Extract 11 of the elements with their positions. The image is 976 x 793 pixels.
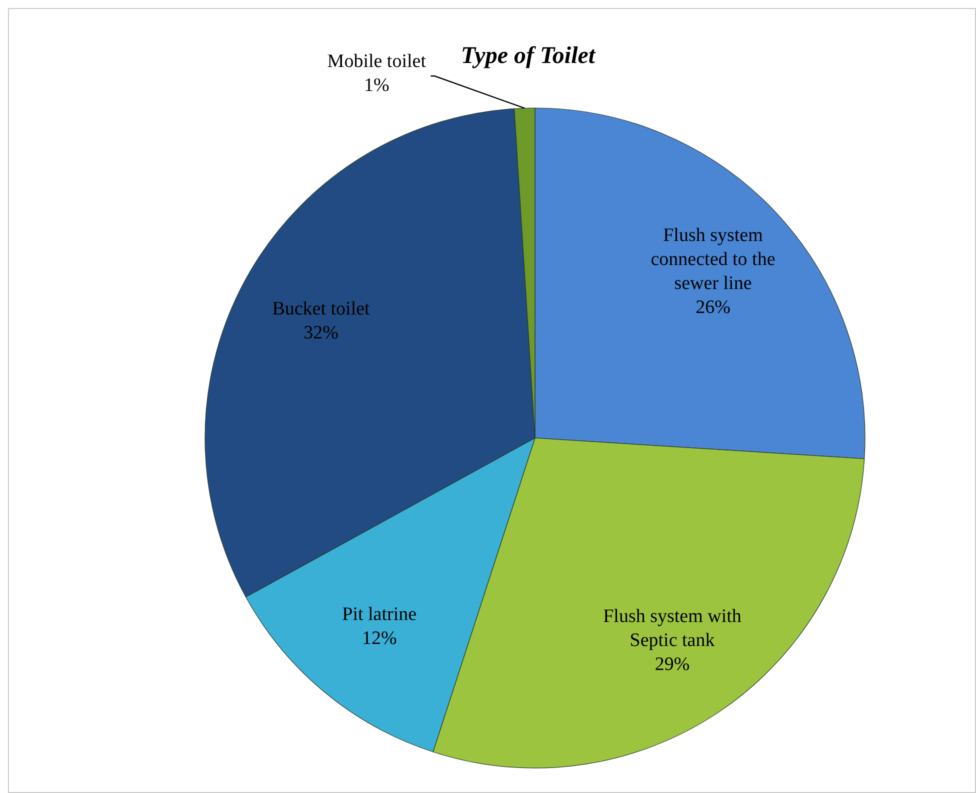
data-label: 12% xyxy=(362,628,397,650)
slice-label: Mobile toilet xyxy=(327,51,427,72)
slice-label: Bucket toilet xyxy=(272,298,371,320)
data-label: 1% xyxy=(364,75,390,96)
chart-title: Type of Toilet xyxy=(460,43,596,69)
data-label: 32% xyxy=(304,322,339,344)
slice-label: Flush system with Septic tank xyxy=(603,606,742,651)
slice-label: Pit latrine xyxy=(342,604,417,626)
data-label: 29% xyxy=(654,654,690,675)
data-label: 26% xyxy=(696,296,731,318)
slice-label: Flush system connected to the sewer line xyxy=(650,224,776,294)
